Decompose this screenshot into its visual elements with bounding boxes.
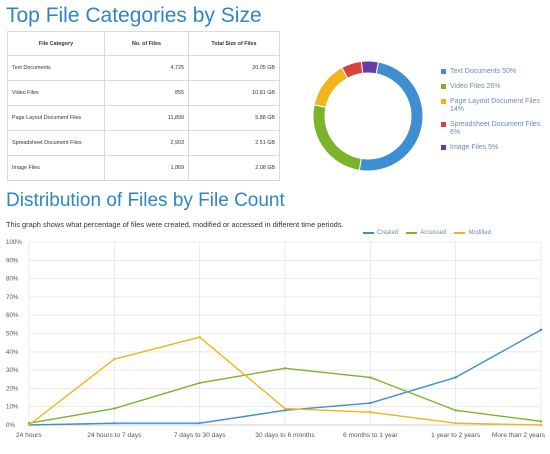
legend-swatch (441, 122, 446, 127)
legend-label: Image Files 5% (450, 144, 499, 151)
y-tick-label: 90% (6, 257, 19, 264)
series-point-created (27, 423, 31, 427)
y-tick-label: 80% (6, 276, 19, 283)
y-tick-label: 30% (6, 367, 19, 374)
x-tick-label: 1 year to 2 years (431, 432, 481, 439)
legend-item: Image Files 5% (441, 144, 549, 152)
table-cell: 20.05 GB (188, 55, 280, 81)
y-tick-label: 0% (6, 422, 15, 429)
legend-label: Accessed (420, 230, 447, 236)
donut-slice-0 (358, 61, 424, 172)
table-row: Text Documents 4,725 20.05 GB (7, 55, 280, 81)
series-point-modified (283, 407, 287, 410)
series-point-modified (369, 410, 372, 414)
x-tick-label: 30 days to 6 months (255, 432, 315, 439)
table-cell: Spreadsheet Document Files (7, 130, 105, 156)
table-cell: Page Layout Document Files (7, 105, 105, 131)
donut-chart (312, 60, 424, 172)
donut-slice-1 (312, 104, 362, 171)
legend-swatch (454, 232, 466, 234)
section-description: This graph shows what percentage of file… (6, 220, 344, 229)
legend-item: Page Layout Document Files 14% (441, 98, 549, 114)
series-point-accessed (369, 376, 372, 379)
y-tick-label: 50% (6, 331, 19, 338)
legend-swatch (441, 99, 446, 104)
table-cell: 10.81 GB (188, 80, 280, 106)
series-point-accessed (283, 367, 287, 370)
y-tick-label: 10% (6, 404, 19, 411)
legend-item: Modified (454, 230, 491, 236)
series-point-created (454, 376, 457, 379)
table-cell: 2.08 GB (188, 155, 280, 181)
legend-item: Accessed (406, 230, 446, 236)
series-point-modified (198, 335, 201, 339)
series-line-modified (28, 336, 542, 426)
series-point-modified (539, 423, 543, 427)
legend-item: Video Files 26% (441, 83, 549, 91)
series-point-created (369, 401, 372, 405)
legend-swatch (406, 232, 418, 234)
file-categories-table: File Category No. of Files Total Size of… (7, 31, 280, 181)
column-header: File Category (7, 31, 105, 56)
legend-label: Video Files 26% (450, 83, 501, 90)
series-point-accessed (113, 407, 116, 410)
table-header-row: File Category No. of Files Total Size of… (7, 31, 280, 56)
series-point-created (283, 409, 287, 412)
page-title: Top File Categories by Size (6, 4, 262, 27)
x-tick-label: 7 days to 30 days (174, 432, 226, 439)
table-row: Page Layout Document Files 11,899 5.88 G… (7, 105, 280, 131)
series-line-accessed (28, 367, 542, 424)
legend-item: Text Documents 50% (441, 68, 549, 76)
y-tick-label: 40% (6, 349, 19, 356)
series-point-accessed (454, 409, 457, 412)
series-point-accessed (539, 420, 543, 423)
legend-swatch (441, 69, 446, 74)
table-cell: 2.51 GB (188, 130, 280, 156)
donut-slice-2 (313, 66, 349, 108)
y-tick-label: 20% (6, 385, 19, 392)
y-tick-label: 60% (6, 312, 19, 319)
series-point-created (113, 421, 116, 425)
y-tick-label: 100% (6, 239, 22, 246)
y-tick-label: 70% (6, 294, 19, 301)
series-point-created (539, 328, 543, 332)
legend-label: Modified (468, 230, 492, 236)
donut-legend: Text Documents 50% Video Files 26% Page … (441, 68, 549, 159)
legend-swatch (363, 232, 374, 234)
legend-label: Spreadsheet Document Files 6% (450, 121, 541, 136)
legend-swatch (441, 145, 446, 150)
table-cell: Image Files (7, 155, 105, 181)
table-cell: 855 (104, 80, 189, 106)
table-row: Spreadsheet Document Files 2,903 2.51 GB (7, 130, 280, 156)
column-header: No. of Files (104, 31, 189, 56)
series-point-accessed (198, 381, 201, 385)
series-point-modified (113, 357, 116, 361)
legend-swatch (441, 84, 446, 89)
legend-label: Created (377, 230, 399, 236)
series-point-created (198, 421, 201, 425)
legend-item: Spreadsheet Document Files 6% (441, 121, 549, 137)
legend-label: Text Documents 50% (450, 68, 517, 75)
x-tick-label: 24 hours to 7 days (87, 432, 142, 439)
section-title: Distribution of Files by File Count (6, 190, 285, 211)
series-point-modified (27, 423, 31, 427)
series-point-modified (454, 421, 457, 425)
column-header: Total Size of Files (188, 31, 280, 56)
line-legend: Created Accessed Modified (363, 230, 491, 236)
donut-slice-4 (360, 60, 379, 75)
legend-label: Page Layout Document Files 14% (450, 98, 540, 113)
x-tick-label: 24 hours (16, 432, 42, 439)
table-row: Image Files 1,869 2.08 GB (7, 155, 280, 181)
x-tick-label: More than 2 years (492, 432, 546, 439)
series-point-accessed (27, 421, 31, 425)
x-tick-label: 6 months to 1 year (343, 432, 398, 439)
legend-item: Created (363, 230, 398, 236)
series-line-created (28, 329, 542, 426)
